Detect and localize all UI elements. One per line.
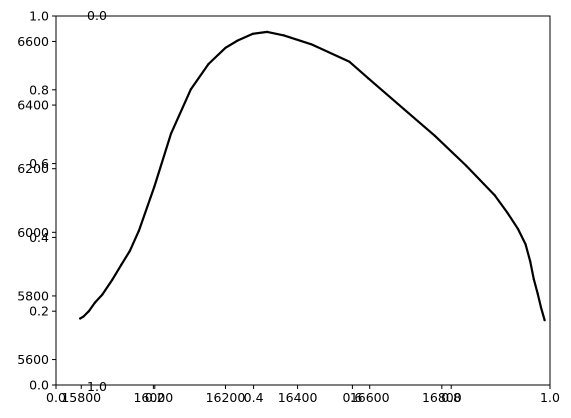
x-tick-label: 16000 bbox=[133, 390, 173, 405]
data-point bbox=[87, 310, 90, 313]
x-tick-label: 15800 bbox=[61, 390, 101, 405]
plot-frame bbox=[55, 15, 551, 386]
data-point bbox=[493, 194, 496, 197]
stray-label-bottom: 1.0 bbox=[87, 379, 107, 394]
data-point bbox=[310, 43, 313, 46]
overlay-y-tick-label: 0.8 bbox=[29, 82, 49, 97]
data-point bbox=[543, 319, 546, 322]
data-point bbox=[169, 132, 173, 135]
stray-label-top: 0.0 bbox=[87, 8, 107, 23]
data-point bbox=[251, 32, 254, 35]
data-point bbox=[532, 277, 535, 281]
data-point bbox=[402, 108, 406, 111]
data-point bbox=[93, 301, 97, 304]
data-point bbox=[524, 242, 527, 246]
data-point bbox=[236, 39, 239, 42]
data-point bbox=[128, 249, 132, 252]
data-point bbox=[348, 60, 351, 63]
data-point bbox=[464, 164, 468, 167]
data-point bbox=[282, 34, 285, 37]
x-tick-label: 16400 bbox=[278, 390, 318, 405]
overlay-y-tick-label: 0.0 bbox=[29, 378, 49, 393]
overlay-x-tick-label: 1.0 bbox=[540, 390, 560, 405]
data-point bbox=[266, 30, 269, 34]
data-point bbox=[433, 134, 436, 137]
data-point bbox=[82, 315, 85, 318]
tick-layer: 0.0 0.2 0.4 0.6 0.8 1.00.00.20.40.60.81.01580… bbox=[17, 8, 560, 405]
series-points bbox=[79, 30, 546, 322]
data-point bbox=[529, 260, 532, 263]
y-tick-label: 5600 bbox=[17, 352, 49, 367]
x-tick-label: 16600 bbox=[350, 390, 390, 405]
overlay-y-tick-label: 0.6 bbox=[29, 156, 49, 171]
data-point bbox=[120, 263, 123, 266]
overlay-x-tick-label: 0.2 bbox=[145, 390, 165, 405]
x-tick-label: 16800 bbox=[422, 390, 462, 405]
data-point bbox=[79, 317, 82, 320]
overlay-x-tick-label: 0.8 bbox=[441, 390, 461, 405]
data-point bbox=[506, 211, 509, 215]
data-point bbox=[207, 62, 210, 66]
y-tick-label: 6600 bbox=[17, 34, 49, 49]
y-tick-label: 6400 bbox=[17, 98, 49, 113]
data-point bbox=[539, 306, 543, 309]
overlay-y-tick-label: 0.4 bbox=[29, 230, 49, 245]
x-tick-label: 16200 bbox=[206, 390, 246, 405]
overlay-y-tick-label: 0.2 bbox=[29, 304, 49, 319]
data-point bbox=[189, 88, 192, 91]
overlay-x-tick-label: 0.6 bbox=[342, 390, 362, 405]
y-tick-label: 6200 bbox=[17, 161, 49, 176]
y-tick-label: 5800 bbox=[17, 288, 49, 303]
data-point bbox=[111, 278, 114, 281]
y-tick-label: 6000 bbox=[17, 225, 49, 240]
data-point bbox=[137, 229, 141, 232]
overlay-x-tick-label: 0.4 bbox=[244, 390, 264, 405]
data-point bbox=[153, 185, 156, 188]
overlay-x-tick-label: 0.0 bbox=[46, 390, 66, 405]
data-point bbox=[224, 46, 227, 49]
data-point bbox=[536, 292, 539, 295]
overlay-y-tick-label: 1.0 bbox=[29, 9, 49, 24]
data-point bbox=[367, 77, 370, 80]
data-point bbox=[516, 227, 520, 230]
data-point bbox=[101, 293, 104, 296]
